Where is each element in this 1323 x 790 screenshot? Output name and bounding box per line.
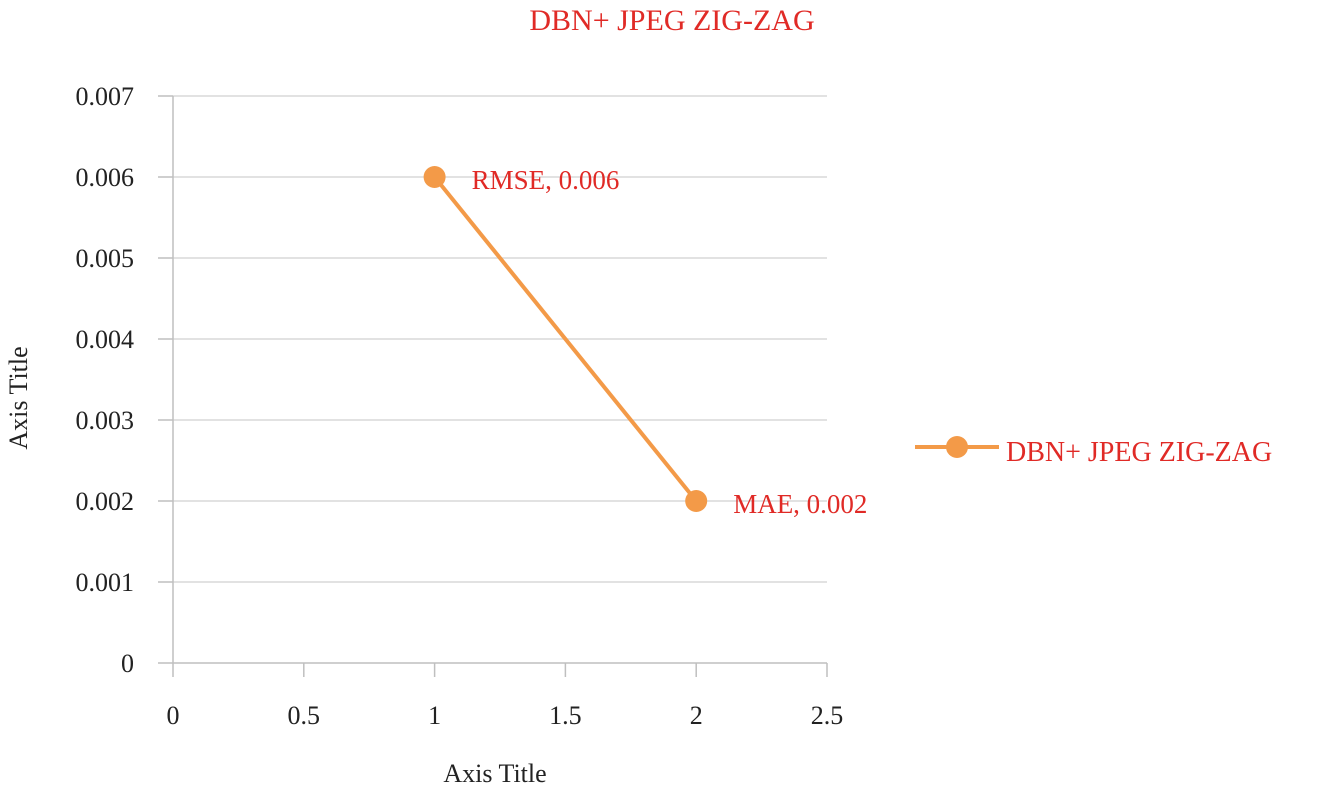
y-tick-label: 0.002 <box>76 487 135 516</box>
x-tick-labels: 0 0.5 1 1.5 2 2.5 <box>167 701 844 730</box>
y-tick-label: 0 <box>121 649 134 678</box>
y-tick-label: 0.003 <box>76 406 135 435</box>
series-group: RMSE, 0.006 MAE, 0.002 <box>423 165 867 519</box>
data-point-marker <box>685 490 708 512</box>
data-label: MAE, 0.002 <box>733 489 867 519</box>
axes <box>158 95 828 677</box>
chart-title: DBN+ JPEG ZIG-ZAG <box>529 4 814 37</box>
legend: DBN+ JPEG ZIG-ZAG <box>915 436 1272 468</box>
y-tick-label: 0.001 <box>76 568 135 597</box>
y-tick-label: 0.005 <box>76 244 135 273</box>
legend-marker <box>946 436 968 458</box>
x-tick-label: 1.5 <box>549 701 582 730</box>
x-tick-label: 0 <box>167 701 180 730</box>
legend-entry-label: DBN+ JPEG ZIG-ZAG <box>1006 437 1272 468</box>
y-tick-label: 0.004 <box>76 325 135 354</box>
x-axis-title: Axis Title <box>443 759 546 788</box>
x-tick-label: 1 <box>428 701 441 730</box>
y-tick-label: 0.006 <box>76 163 135 192</box>
y-tick-labels: 0 0.001 0.002 0.003 0.004 0.005 0.006 0.007 <box>76 82 135 678</box>
series-line <box>433 175 698 503</box>
data-label: RMSE, 0.006 <box>472 165 620 195</box>
x-tick-label: 2.5 <box>811 701 844 730</box>
x-tick-label: 2 <box>690 701 703 730</box>
x-tick-label: 0.5 <box>288 701 321 730</box>
y-axis-title: Axis Title <box>4 346 33 449</box>
data-point-marker <box>423 166 446 188</box>
y-tick-label: 0.007 <box>76 82 135 111</box>
